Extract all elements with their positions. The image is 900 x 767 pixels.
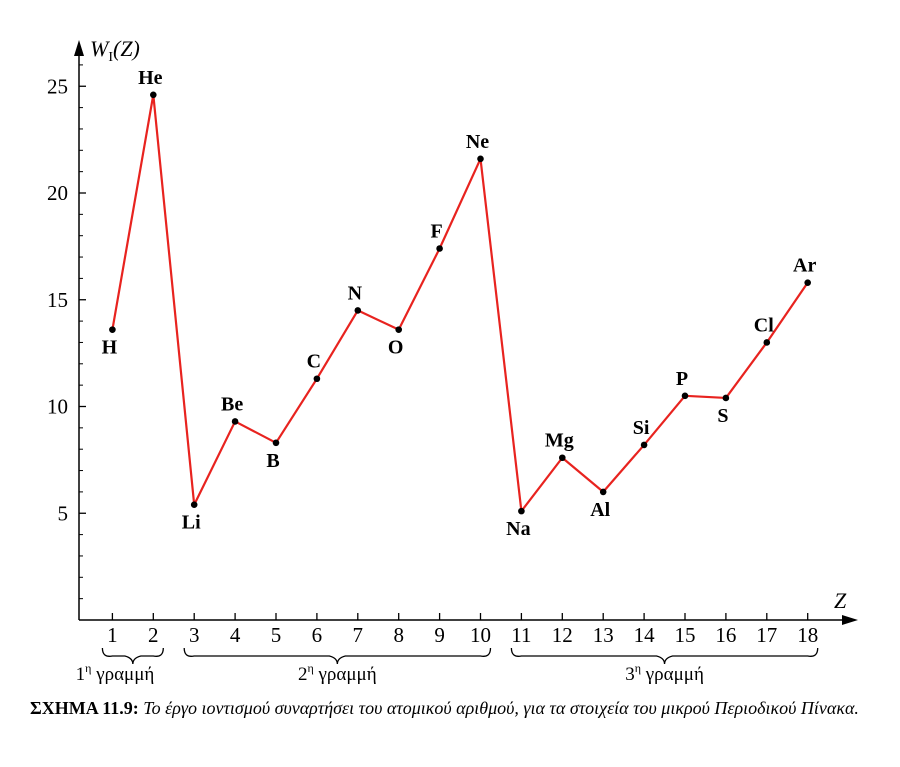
x-tick-label-18: 18 [797,623,818,647]
x-axis-arrow [842,615,858,625]
data-point-H [109,326,116,333]
element-label-Al: Al [590,499,610,521]
element-label-He: He [138,67,163,89]
data-point-S [722,394,730,402]
y-tick-label-5: 5 [58,501,69,525]
data-point-Na [518,507,525,515]
row-brace-2 [183,647,492,665]
element-label-O: O [388,337,404,359]
x-tick-label-6: 6 [312,623,323,647]
y-axis-arrow [74,40,84,56]
caption-figure-number: ΣΧΗΜΑ 11.9: [30,698,139,718]
x-tick-label-2: 2 [148,623,159,647]
x-axis-title: Z [834,588,847,613]
data-point-B [272,439,280,447]
y-tick-label-10: 10 [47,395,68,419]
element-label-N: N [348,282,363,304]
x-tick-label-16: 16 [715,623,736,647]
x-tick-label-17: 17 [756,623,777,647]
x-tick-label-10: 10 [470,623,491,647]
row-label-3: 3η γραμμή [625,661,704,685]
row-brace-1 [101,647,164,665]
point-labels: H He Li Be B C N O F Ne Na Mg Al Si P S Cl Ar [102,67,817,540]
element-label-Na: Na [506,518,530,540]
element-label-H: H [102,337,118,359]
element-label-F: F [430,221,442,243]
data-point-Al [599,488,607,496]
y-tick-label-20: 20 [47,181,68,205]
y-axis-title: WI(Z) [90,36,140,65]
x-tick-label-8: 8 [393,623,404,647]
x-tick-label-15: 15 [675,623,696,647]
data-point-Ar [804,279,811,286]
data-point-Mg [559,454,566,462]
element-label-Mg: Mg [545,430,574,452]
data-point-Li [190,501,198,509]
data-point-Cl [763,339,771,346]
row-groups: 1η γραμμή 2η γραμμή 3η γραμμή [76,647,819,685]
element-label-Ne: Ne [466,131,489,153]
element-label-C: C [307,351,321,373]
data-point-N [354,307,362,314]
element-label-B: B [266,450,279,472]
element-label-Cl: Cl [754,314,774,336]
element-label-S: S [717,405,728,427]
ionization-energy-line [111,93,809,513]
x-tick-label-5: 5 [271,623,282,647]
x-tick-label-1: 1 [107,623,118,647]
y-ticks: 5 10 15 20 25 [47,64,86,600]
x-tick-label-4: 4 [230,623,241,647]
x-tick-label-9: 9 [434,623,445,647]
element-label-Li: Li [182,512,201,534]
data-point-He [150,91,157,99]
series [109,91,811,515]
x-tick-label-7: 7 [353,623,364,647]
x-tick-label-13: 13 [593,623,614,647]
row-label-1: 1η γραμμή [76,661,155,685]
y-tick-label-25: 25 [47,74,68,98]
data-point-Be [231,418,239,425]
caption-text: Το έργο ιοντισμού συναρτήσει του ατομικο… [143,698,859,718]
data-point-Si [640,441,648,449]
x-tick-label-3: 3 [189,623,200,647]
element-label-P: P [676,368,688,390]
x-tick-label-12: 12 [552,623,573,647]
y-tick-label-15: 15 [47,288,68,312]
element-label-Ar: Ar [793,255,816,277]
axes: WI(Z) Z [74,36,858,625]
row-brace-3 [510,647,819,665]
data-point-Ne [477,155,484,163]
x-ticks: 1 2 3 4 5 6 7 8 9 10 11 12 13 14 15 16 17 18 [107,613,818,647]
x-tick-label-14: 14 [634,623,656,647]
row-label-2: 2η γραμμή [298,661,377,685]
x-tick-label-11: 11 [511,623,531,647]
data-point-P [681,392,689,400]
data-point-F [436,245,443,252]
element-label-Si: Si [633,417,650,439]
figure-caption: ΣΧΗΜΑ 11.9: Το έργο ιοντισμού συναρτήσει… [30,696,880,720]
element-label-Be: Be [221,393,243,415]
data-point-C [313,375,321,383]
data-point-O [395,326,403,333]
